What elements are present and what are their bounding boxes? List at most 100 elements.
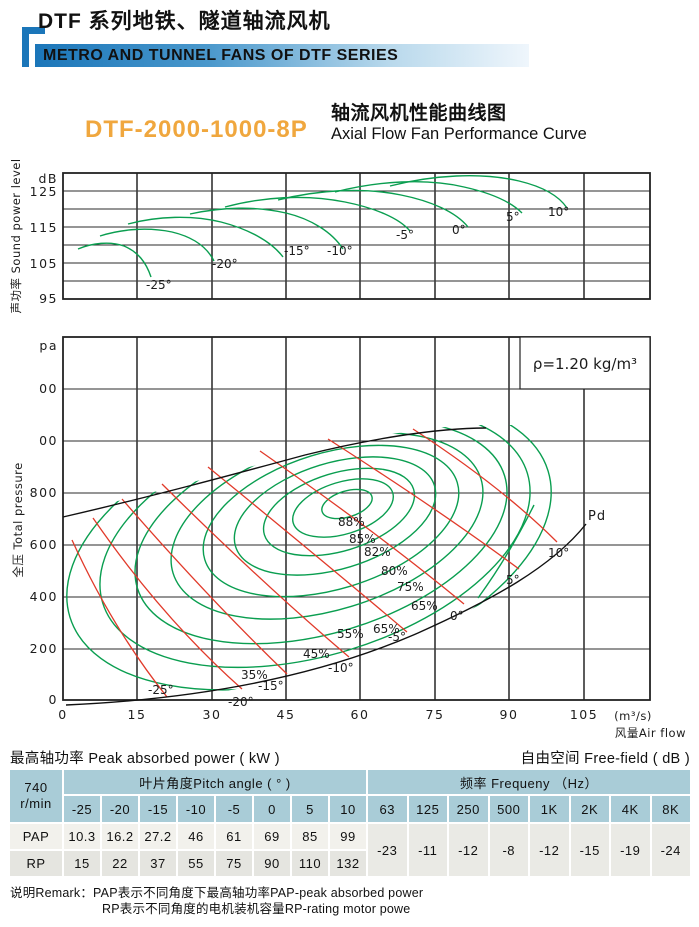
frequency: 8K xyxy=(651,796,690,822)
pressure-label--25deg: -25° xyxy=(148,683,174,697)
xtick-105: 105 xyxy=(570,707,598,722)
pap-value: 46 xyxy=(178,824,214,849)
ytick-400: 400 xyxy=(30,589,58,604)
xtick-15: 15 xyxy=(128,707,147,722)
header-bracket-horizontal xyxy=(22,27,45,34)
sound-label-5deg: 5° xyxy=(506,210,520,224)
pap-value: 99 xyxy=(330,824,366,849)
sound-label--5deg: -5° xyxy=(396,228,414,242)
curve-title-en: Axial Flow Fan Performance Curve xyxy=(331,125,587,143)
contour-82 xyxy=(262,467,416,557)
pressure-label-0deg: 0° xyxy=(450,609,464,623)
sound-power-chart: -25° -20° -15° -10° -5° 0° 5° 10° dB 125… xyxy=(9,160,651,314)
speed-cell: 740 r/min xyxy=(10,770,62,822)
xtick-45: 45 xyxy=(277,707,296,722)
pitch-pressure-curves xyxy=(71,428,558,698)
sound-label--15deg: -15° xyxy=(284,244,310,258)
rp-value: 110 xyxy=(292,851,328,876)
pap-value: 85 xyxy=(292,824,328,849)
sound-curve--5deg xyxy=(224,196,411,232)
freefield-level: -23 xyxy=(368,824,407,876)
sound-y-unit: dB xyxy=(38,171,58,186)
ytick-1000: 00 xyxy=(39,433,58,448)
sound-label--20deg: -20° xyxy=(212,257,238,271)
pressure-curve--25deg xyxy=(71,539,168,698)
frequency: 4K xyxy=(611,796,650,822)
xtick-75: 75 xyxy=(426,707,445,722)
pitch-angle: 0 xyxy=(254,796,290,822)
xtick-90: 90 xyxy=(500,707,519,722)
eff-label-65b: 65% xyxy=(373,622,400,636)
sound-ytick-115: 115 xyxy=(30,220,58,235)
freefield-level: -8 xyxy=(489,824,528,876)
pressure-label--5deg: -5° xyxy=(388,630,406,644)
ytick-800: 800 xyxy=(30,485,58,500)
pressure-curve--20deg xyxy=(92,517,243,690)
ytick-600: 600 xyxy=(30,537,58,552)
pitch-angle: -10 xyxy=(178,796,214,822)
density-annotation-box: ρ=1.20 kg/m³ xyxy=(519,336,651,390)
eff-label-65a: 65% xyxy=(411,599,438,613)
pitch-angle-header: 叶片角度Pitch angle ( ° ) xyxy=(64,770,366,794)
page-title: DTF 系列地铁、隧道轴流风机 xyxy=(38,10,331,33)
header-subtitle-bar: METRO AND TUNNEL FANS OF DTF SERIES xyxy=(35,44,529,67)
ytick-pa: pa xyxy=(39,338,58,353)
frequency: 125 xyxy=(408,796,447,822)
freefield-level: -12 xyxy=(449,824,488,876)
performance-grid xyxy=(62,336,651,701)
contour-55 xyxy=(134,425,508,645)
frequency: 2K xyxy=(570,796,609,822)
efficiency-labels: 88% 85% 82% 80% 75% 65% 65% 55% 45% 35% xyxy=(241,515,438,682)
pressure-label--15deg: -15° xyxy=(258,679,284,693)
max-pressure-envelope xyxy=(62,427,487,518)
density-annotation: ρ=1.20 kg/m³ xyxy=(533,355,637,373)
pitch-angle: -20 xyxy=(102,796,138,822)
freefield-caption: 自由空间 Free-field ( dB ) xyxy=(520,751,690,767)
fan-model-code: DTF-2000-1000-8P xyxy=(85,116,308,143)
freefield-level: -19 xyxy=(611,824,650,876)
eff-label-45: 45% xyxy=(303,647,330,661)
pitch-angle: -15 xyxy=(140,796,176,822)
sound-curve-10deg xyxy=(389,175,568,209)
pressure-curve--15deg xyxy=(121,498,288,675)
sound-ytick-125: 125 xyxy=(30,184,58,199)
frequency: 63 xyxy=(368,796,407,822)
freefield-level: -12 xyxy=(530,824,569,876)
pressure-curve-0deg xyxy=(259,450,465,605)
curve-title-cn: 轴流风机性能曲线图 xyxy=(331,103,507,124)
freefield-level: -11 xyxy=(408,824,447,876)
xtick-30: 30 xyxy=(203,707,222,722)
rp-value: 22 xyxy=(102,851,138,876)
sound-ytick-95: 95 xyxy=(39,291,58,306)
x-axis-title: 风量Air flow xyxy=(615,726,686,740)
sound-chart-grid xyxy=(62,172,651,300)
sound-curve-0deg xyxy=(277,189,469,228)
ytick-1200: 00 xyxy=(39,381,58,396)
xtick-0: 0 xyxy=(58,707,67,722)
performance-chart: ρ=1.20 kg/m³ -25° -20° -15° -10° -5° 0° … xyxy=(11,336,686,740)
pap-value: 16.2 xyxy=(102,824,138,849)
pap-value: 61 xyxy=(216,824,252,849)
rp-row-label: RP xyxy=(10,851,62,876)
contour-45 xyxy=(99,425,531,669)
rp-value: 37 xyxy=(140,851,176,876)
xtick-60: 60 xyxy=(351,707,370,722)
pitch-angle: -5 xyxy=(216,796,252,822)
rp-value: 90 xyxy=(254,851,290,876)
frequency-header: 频率 Frequeny （Hz） xyxy=(368,770,690,794)
speed-unit: r/min xyxy=(20,796,52,811)
pitch-angle: 5 xyxy=(292,796,328,822)
pressure-y-axis-title: 全压 Total pressure xyxy=(11,462,25,577)
eff-label-75: 75% xyxy=(397,580,424,594)
pap-value: 69 xyxy=(254,824,290,849)
pressure-label--10deg: -10° xyxy=(328,661,354,675)
performance-curve-labels: -25° -20° -15° -10° -5° 0° 5° 10° Pd xyxy=(148,509,605,709)
header-subtitle: METRO AND TUNNEL FANS OF DTF SERIES xyxy=(43,47,399,64)
sound-curve-labels: -25° -20° -15° -10° -5° 0° 5° 10° xyxy=(146,205,569,292)
contour-75 xyxy=(202,444,460,598)
pressure-label-5deg: 5° xyxy=(506,573,520,587)
pitch-angle: 10 xyxy=(330,796,366,822)
pap-row-label: PAP xyxy=(10,824,62,849)
ytick-200: 200 xyxy=(30,641,58,656)
frequency: 500 xyxy=(489,796,528,822)
